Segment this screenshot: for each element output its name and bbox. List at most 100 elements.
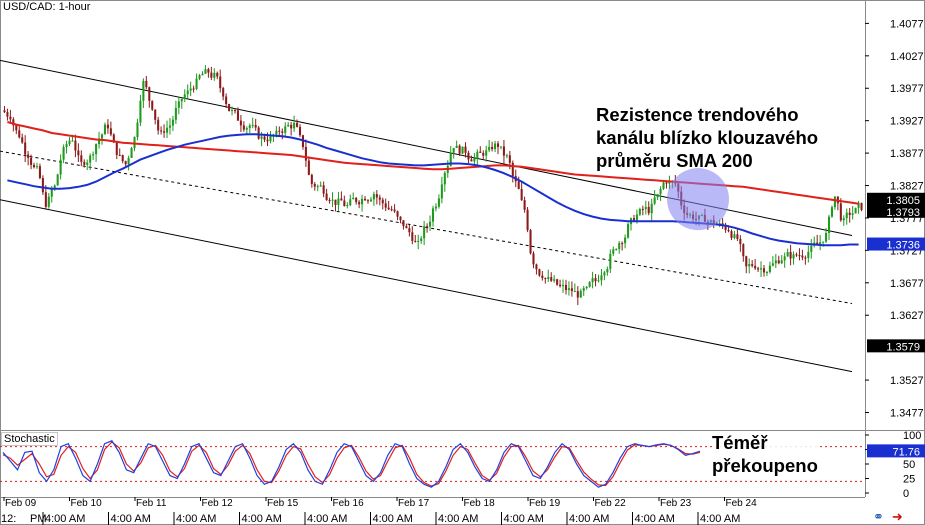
- candle-up: [204, 69, 207, 74]
- arrow-icon[interactable]: ➜: [891, 509, 903, 524]
- candle-up: [331, 199, 334, 201]
- candle-up: [768, 265, 771, 273]
- date-label: Feb 24: [726, 498, 758, 509]
- candle-up: [62, 147, 65, 160]
- candle-up: [786, 251, 789, 257]
- candle-up: [473, 158, 476, 162]
- candle-up: [103, 124, 106, 135]
- candle-up: [139, 100, 142, 123]
- candle-up: [600, 275, 603, 281]
- link-icon[interactable]: ⚭: [873, 509, 884, 524]
- candle-up: [68, 140, 71, 145]
- candle-up: [627, 224, 630, 238]
- candle-up: [47, 196, 50, 207]
- candle-up: [183, 94, 186, 100]
- candle-down: [538, 269, 541, 276]
- candle-up: [609, 253, 612, 269]
- candle-up: [293, 122, 296, 129]
- candle-up: [603, 272, 606, 276]
- candle-down: [665, 182, 668, 184]
- date-label: Feb 10: [71, 498, 103, 509]
- candle-down: [526, 209, 529, 231]
- candle-down: [310, 174, 313, 184]
- candle-up: [857, 202, 860, 208]
- candle-down: [254, 124, 257, 128]
- candle-up: [765, 272, 768, 274]
- candle-up: [50, 189, 53, 197]
- candle-down: [594, 278, 597, 282]
- candle-down: [848, 212, 851, 215]
- candle-up: [461, 146, 464, 154]
- date-label: Feb 09: [5, 498, 37, 509]
- candle-up: [180, 99, 183, 102]
- time-label: 4:00 AM: [176, 513, 216, 525]
- candle-down: [328, 200, 331, 202]
- date-label: Feb 12: [202, 498, 234, 509]
- candle-up: [168, 125, 172, 128]
- candle-down: [115, 142, 118, 155]
- candle-down: [334, 199, 337, 205]
- candle-down: [30, 157, 33, 165]
- candle-up: [825, 233, 828, 242]
- stoch-value-box: [867, 444, 925, 458]
- candle-down: [736, 234, 739, 239]
- candle-up: [275, 130, 278, 135]
- candle-up: [615, 249, 618, 251]
- candle-up: [98, 138, 101, 145]
- candle-up: [434, 206, 437, 209]
- candle-down: [41, 178, 44, 193]
- candle-down: [163, 131, 166, 133]
- price-axis: 1.4077 1.4027 1.3977 1.3927 1.3877 1.3827 1.37…: [865, 18, 925, 419]
- candle-up: [65, 144, 68, 148]
- candle-up: [624, 237, 627, 244]
- candle-up: [659, 188, 662, 195]
- candle-up: [189, 88, 192, 91]
- price-tick-label: 1.3627: [890, 310, 924, 322]
- candle-down: [363, 198, 367, 201]
- candle-down: [375, 194, 378, 198]
- price-label-box: [867, 192, 925, 206]
- candle-up: [579, 290, 582, 298]
- candle-down: [757, 268, 760, 270]
- candle-down: [296, 122, 299, 127]
- candle-down: [762, 268, 766, 273]
- candle-down: [804, 257, 807, 259]
- date-label: Feb 19: [529, 498, 561, 509]
- time-label: PM: [30, 513, 47, 525]
- candle-up: [656, 194, 659, 198]
- candle-down: [739, 238, 742, 245]
- candle-down: [3, 110, 6, 113]
- candle-down: [24, 142, 27, 155]
- date-label: Feb 15: [267, 498, 299, 509]
- candle-up: [100, 134, 104, 139]
- candle-up: [748, 264, 751, 267]
- candle-up: [89, 155, 92, 163]
- candle-up: [245, 128, 248, 130]
- annotation-overbought: Téměř překoupeno: [712, 431, 818, 477]
- candle-up: [429, 221, 432, 227]
- candle-up: [431, 208, 435, 222]
- candle-down: [470, 159, 473, 162]
- candle-down: [313, 183, 316, 187]
- candle-up: [136, 122, 139, 138]
- stoch-tick-label: 0: [903, 488, 909, 500]
- candle-down: [18, 130, 21, 138]
- candle-up: [174, 107, 177, 120]
- candle-down: [298, 126, 302, 136]
- candle-up: [807, 251, 810, 259]
- candle-down: [632, 218, 635, 221]
- candle-down: [322, 185, 325, 194]
- candle-down: [491, 146, 494, 150]
- candle-up: [198, 75, 201, 79]
- candle-down: [148, 87, 151, 101]
- candle-down: [405, 226, 408, 229]
- stoch-d-line: [2, 441, 701, 487]
- candle-up: [92, 154, 95, 156]
- candle-up: [553, 279, 556, 281]
- stoch-k-line: [2, 440, 701, 488]
- indicator-title: Stochastic: [1, 432, 58, 446]
- price-label-box: [867, 237, 925, 251]
- candle-up: [618, 243, 621, 250]
- time-label: 12:: [1, 513, 16, 525]
- candle-down: [721, 223, 724, 225]
